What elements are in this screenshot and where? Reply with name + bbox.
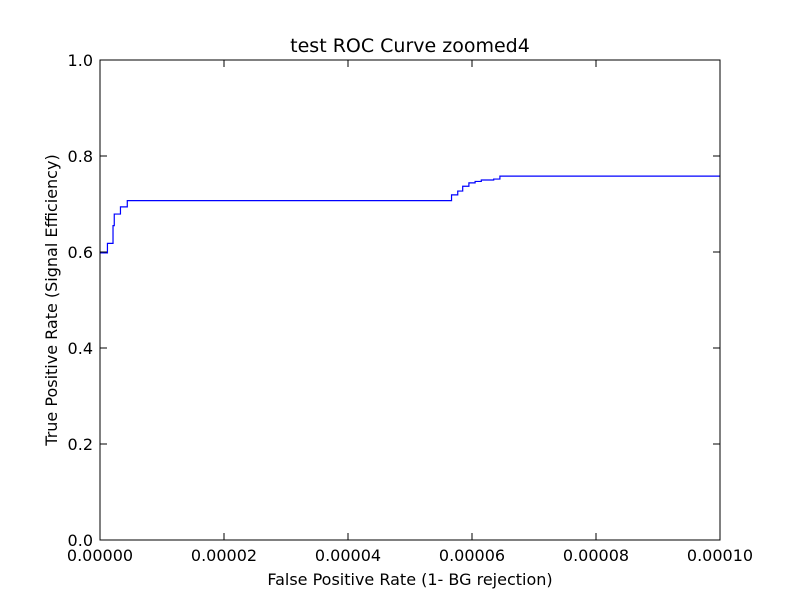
x-tick-label: 0.00006 [439, 546, 505, 565]
y-tick-label: 0.0 [68, 531, 93, 550]
x-tick-label: 0.00010 [687, 546, 753, 565]
x-tick-label: 0.00008 [563, 546, 629, 565]
x-axis-ticks: 0.00000 0.00002 0.00004 0.00006 0.00008 0.000… [67, 60, 753, 565]
y-tick-label: 1.0 [68, 51, 93, 70]
y-tick-label: 0.8 [68, 147, 93, 166]
plot-area [99, 59, 721, 541]
y-tick-label: 0.6 [68, 243, 93, 262]
axes-frame [99, 59, 721, 541]
y-axis-ticks: 0.0 0.2 0.4 0.6 0.8 1.0 [68, 51, 720, 550]
x-tick-label: 0.00002 [191, 546, 257, 565]
y-axis-label: True Positive Rate (Signal Efficiency) [42, 154, 61, 446]
chart-title: test ROC Curve zoomed4 [290, 35, 530, 57]
y-tick-label: 0.4 [68, 339, 93, 358]
roc-curve-line [100, 175, 720, 254]
y-tick-label: 0.2 [68, 435, 93, 454]
x-axis-label: False Positive Rate (1- BG rejection) [267, 570, 552, 589]
x-tick-label: 0.00000 [67, 546, 133, 565]
x-tick-label: 0.00004 [315, 546, 381, 565]
